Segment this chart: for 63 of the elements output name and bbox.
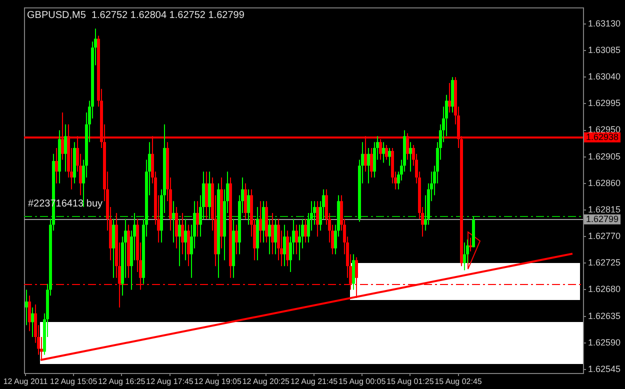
candlestick <box>178 218 181 267</box>
candlestick <box>235 224 238 255</box>
candlestick <box>208 171 211 220</box>
candlestick <box>55 147 58 184</box>
candlestick <box>205 171 208 220</box>
candlestick <box>262 200 265 243</box>
chart-title: GBPUSD,M5 1.62752 1.62804 1.62752 1.62799 <box>27 10 245 22</box>
candlestick <box>382 142 385 164</box>
x-tick-label: 12 Aug 15:05 <box>50 377 98 386</box>
x-tick-label: 12 Aug 20:25 <box>242 377 290 386</box>
y-tick-label: 1.62545 <box>588 364 621 374</box>
y-tick-label: 1.62680 <box>588 284 621 294</box>
candlestick <box>181 212 184 255</box>
x-tick-label: 15 Aug 00:05 <box>338 377 386 386</box>
y-tick-label: 1.63040 <box>588 72 621 82</box>
candlestick <box>367 147 370 184</box>
candlestick <box>283 224 286 267</box>
y-tick-label: 1.62725 <box>588 258 621 268</box>
candlestick <box>28 295 31 332</box>
candlestick <box>316 200 319 238</box>
x-tick-label: 12 Aug 16:25 <box>98 377 146 386</box>
candlestick <box>463 242 466 271</box>
candlestick <box>352 254 355 290</box>
ref-line-label: 1.62799 <box>586 214 619 224</box>
candlestick <box>388 147 391 166</box>
x-tick-label: 12 Aug 17:45 <box>146 377 194 386</box>
candlestick <box>25 289 28 326</box>
candlestick <box>196 200 199 238</box>
candlestick <box>64 124 67 172</box>
candlestick <box>187 224 190 267</box>
y-tick-label: 1.63130 <box>588 18 621 28</box>
candlestick <box>385 144 388 160</box>
y-tick-label: 1.62635 <box>588 310 621 321</box>
candlestick <box>304 218 307 243</box>
x-tick-label: 12 Aug 21:45 <box>290 377 338 386</box>
y-tick-label: 1.63085 <box>588 45 621 55</box>
candlestick <box>112 218 115 278</box>
y-tick-label: 1.62590 <box>588 337 621 348</box>
candlestick <box>409 142 412 172</box>
candlestick <box>244 182 247 220</box>
candlestick <box>448 82 451 114</box>
candlestick <box>247 188 250 226</box>
y-tick-label: 1.62815 <box>588 204 621 214</box>
candlestick <box>271 212 274 255</box>
candlestick <box>268 218 271 255</box>
candlestick <box>295 224 298 255</box>
x-tick-label: 12 Aug 2011 <box>3 377 48 386</box>
y-tick-label: 1.62860 <box>588 178 621 188</box>
x-tick-label: 15 Aug 01:25 <box>386 377 434 386</box>
y-tick-label: 1.62905 <box>588 151 621 162</box>
candlestick <box>172 200 175 243</box>
candlestick <box>31 306 34 338</box>
x-tick-label: 15 Aug 02:45 <box>434 377 482 386</box>
candlestick <box>370 147 373 178</box>
candlestick <box>286 230 289 267</box>
y-tick-label: 1.62770 <box>588 231 621 242</box>
candlestick <box>175 206 178 249</box>
y-tick-label: 1.62995 <box>588 98 621 108</box>
ref-line-label: 1.62938 <box>586 132 619 142</box>
candlestick <box>259 200 262 243</box>
candlestick <box>184 218 187 261</box>
x-tick-label: 12 Aug 19:05 <box>194 377 242 386</box>
candlestick <box>274 218 277 255</box>
